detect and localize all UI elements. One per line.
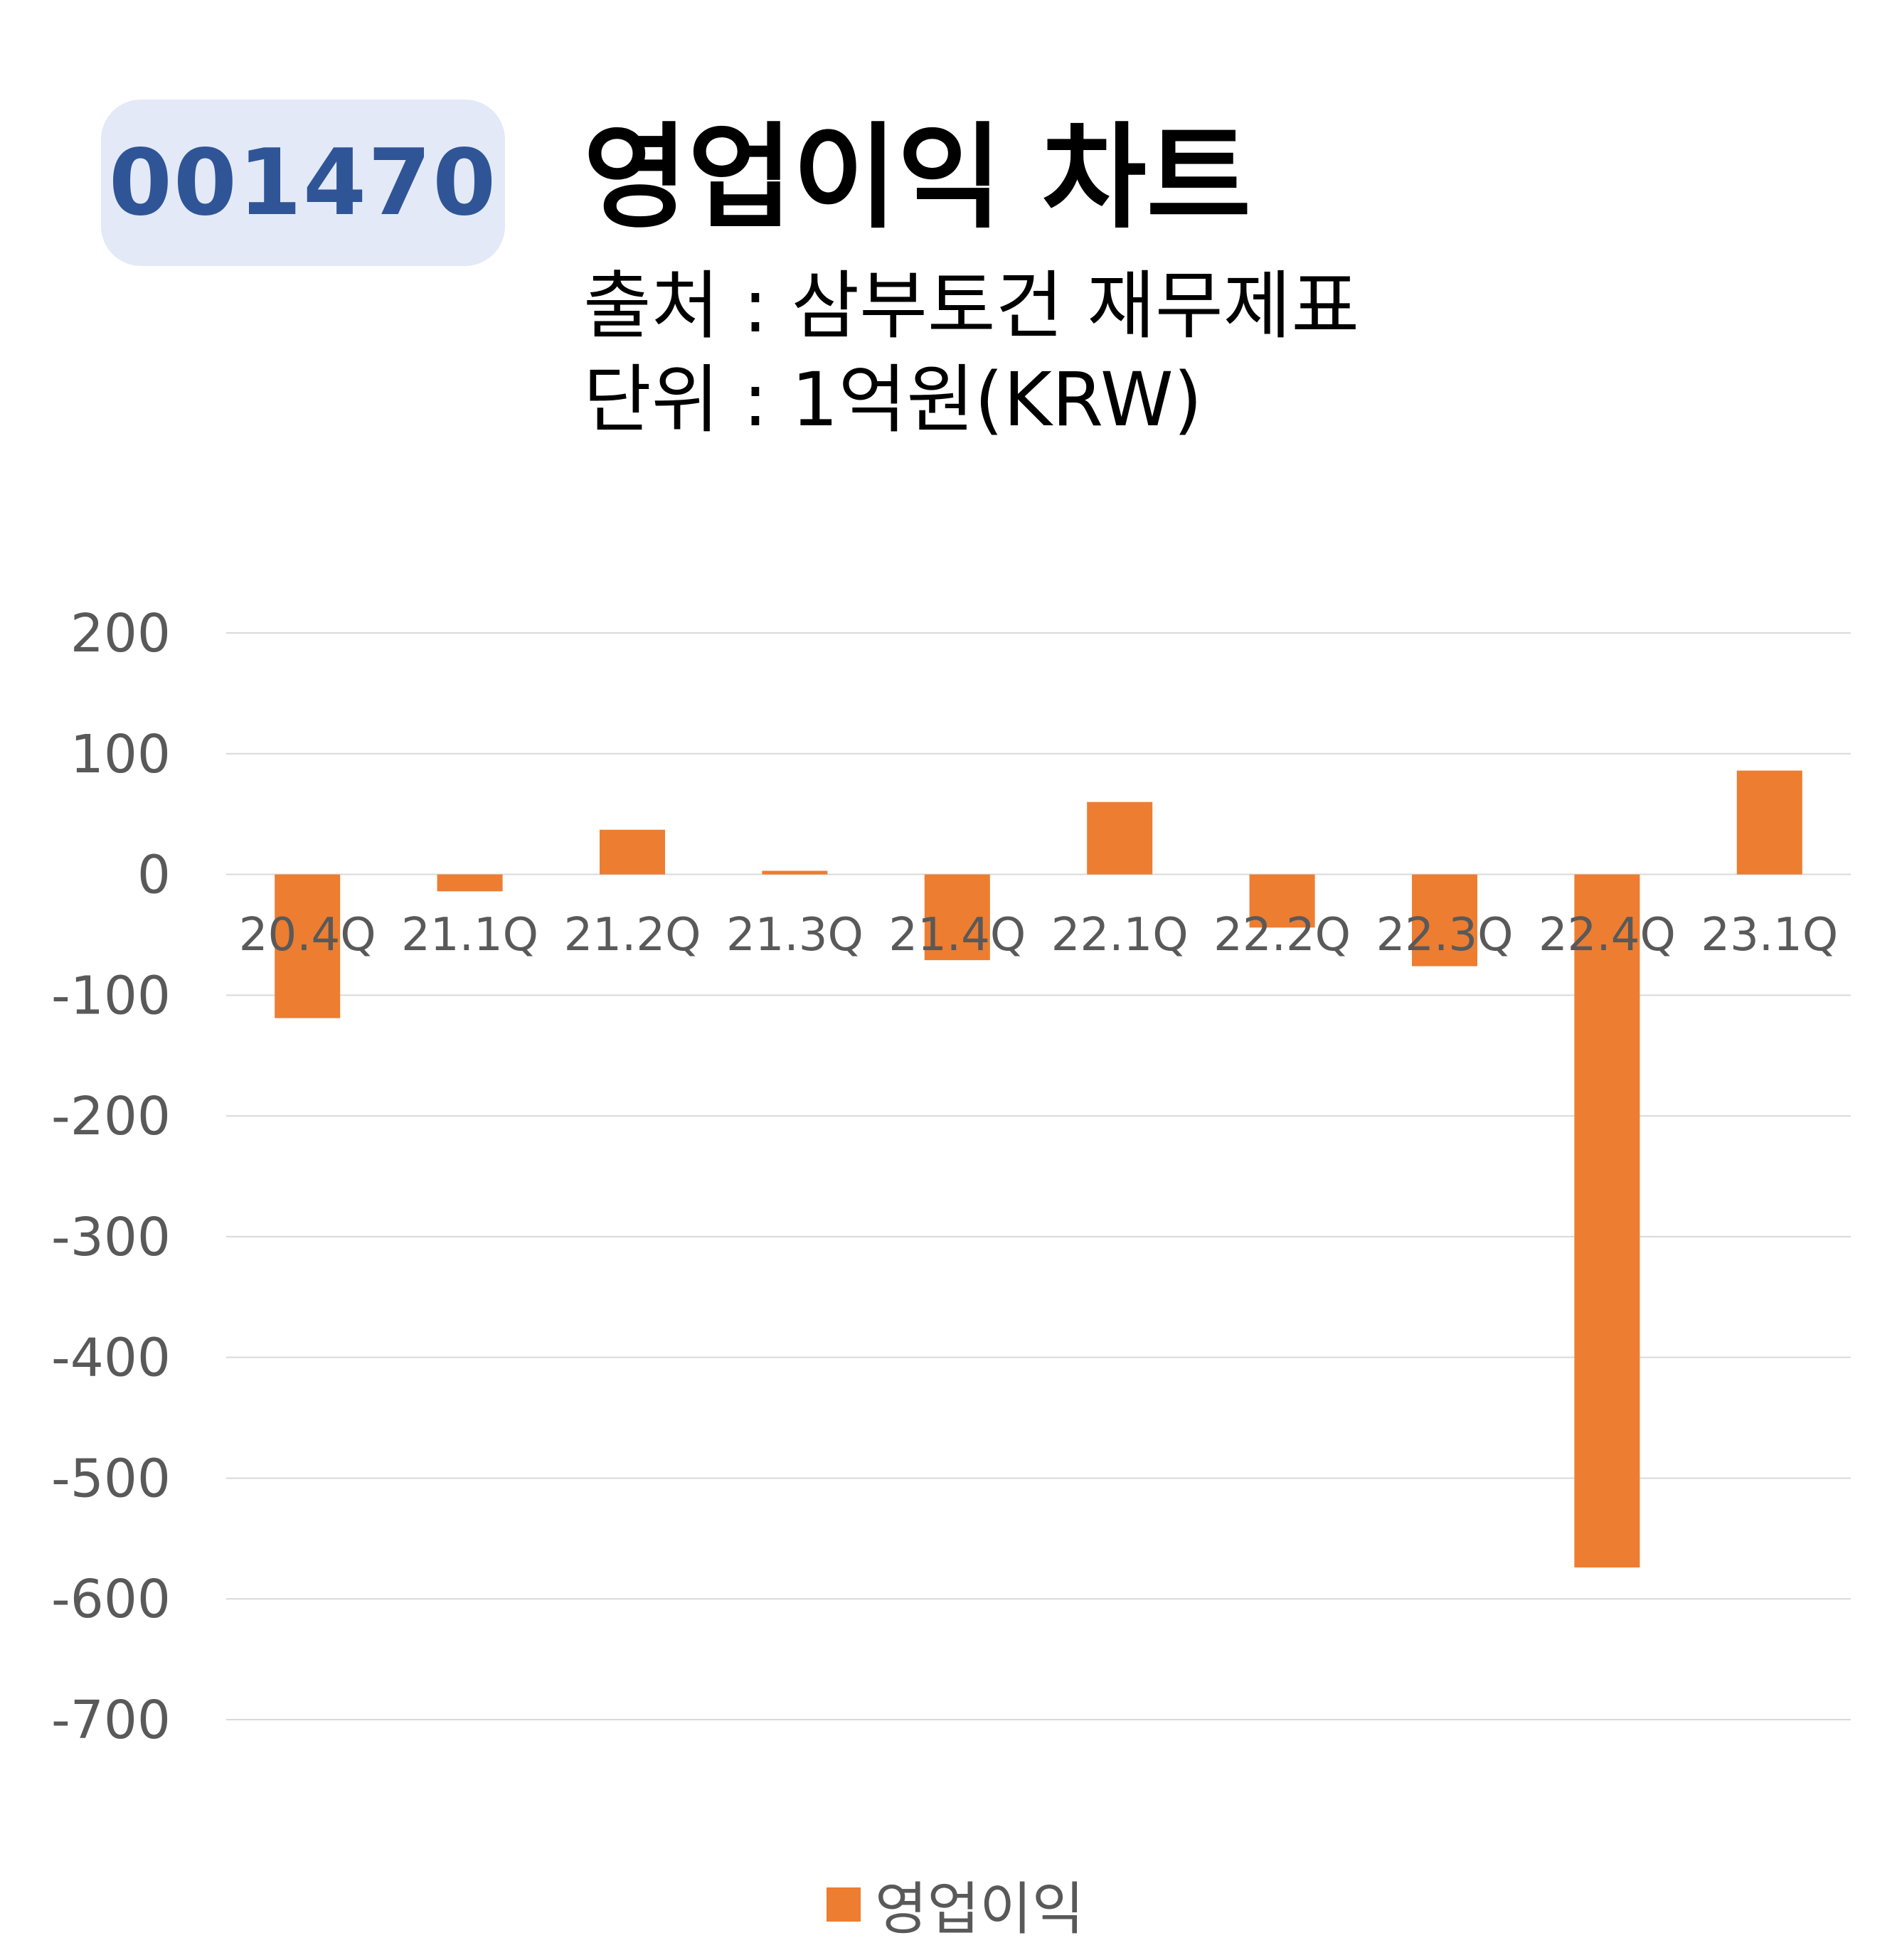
y-tick-label: 0	[137, 845, 171, 906]
y-tick-label: -400	[51, 1328, 171, 1389]
x-category-label: 20.4Q	[239, 909, 376, 962]
bar	[437, 874, 503, 892]
x-category-label: 22.1Q	[1051, 909, 1189, 962]
y-tick-label: -700	[51, 1690, 171, 1751]
y-tick-label: -500	[51, 1448, 171, 1509]
x-category-label: 21.1Q	[401, 909, 538, 962]
y-axis-ticks: 200 100 0 -100 -200 -300 -400 -500 -600 -700	[51, 603, 171, 1751]
legend-label: 영업이익	[875, 1876, 1085, 1942]
chart-title: 영업이익 차트	[583, 111, 1251, 244]
x-category-label: 22.3Q	[1376, 909, 1514, 962]
bar	[1736, 770, 1802, 875]
ticker-badge: 001470	[101, 100, 505, 266]
x-axis-categories: 20.4Q 21.1Q 21.2Q 21.3Q 21.4Q 22.1Q 22.2Q 22.3Q…	[239, 909, 1838, 962]
x-category-label: 21.4Q	[888, 909, 1026, 962]
bar	[600, 829, 665, 875]
legend-swatch	[827, 1887, 861, 1922]
y-tick-label: 100	[70, 724, 171, 785]
bar	[1087, 801, 1153, 875]
source-line: 출처 : 삼부토건 재무제표	[583, 262, 1360, 349]
bar	[1412, 874, 1477, 966]
x-category-label: 21.3Q	[726, 909, 864, 962]
bar	[1574, 874, 1640, 1568]
y-tick-label: -200	[51, 1086, 171, 1147]
unit-line: 단위 : 1억원(KRW)	[583, 356, 1203, 443]
bars	[275, 770, 1802, 1568]
x-category-label: 22.2Q	[1213, 909, 1351, 962]
x-category-label: 23.1Q	[1701, 909, 1838, 962]
y-tick-label: -100	[51, 965, 171, 1026]
x-category-label: 22.4Q	[1539, 909, 1676, 962]
y-tick-label: -600	[51, 1569, 171, 1630]
bar	[275, 874, 341, 1018]
x-category-label: 21.2Q	[564, 909, 701, 962]
legend: 영업이익	[827, 1863, 1084, 1946]
bar	[762, 870, 828, 875]
y-tick-label: -300	[51, 1207, 171, 1268]
y-tick-label: 200	[70, 603, 171, 664]
ticker-code: 001470	[108, 129, 498, 236]
bar	[924, 874, 990, 961]
bar	[1249, 874, 1315, 928]
